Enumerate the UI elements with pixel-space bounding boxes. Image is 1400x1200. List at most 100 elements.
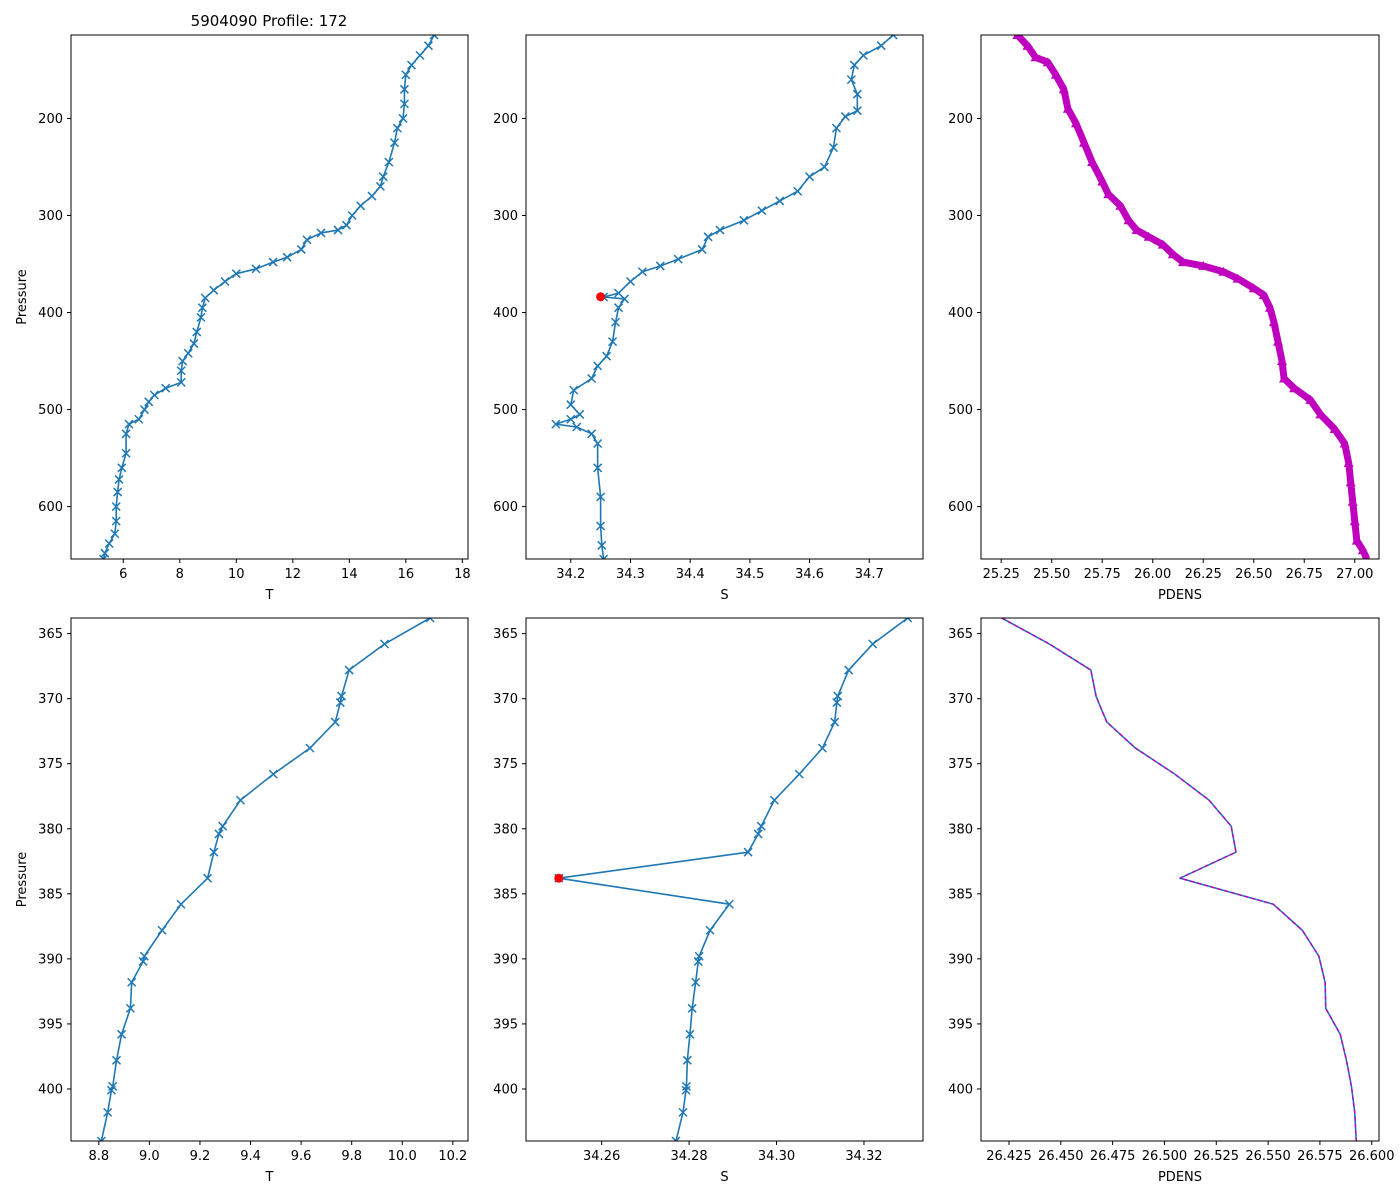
series-line-t [102,35,435,559]
y-tick-label: 380 [38,822,63,837]
data-point-6 [399,99,409,109]
data-point-11 [378,172,388,182]
data-point-33 [566,400,576,410]
plot-area [1012,35,1371,559]
data-point-6 [852,106,862,116]
data-point-1 [1022,40,1033,50]
data-point-37 [149,390,159,400]
x-axis-label: T [265,588,274,603]
data-point-6 [305,743,315,753]
data-point-4 [335,698,345,708]
y-tick-label: 500 [493,403,518,418]
data-point-2 [1030,52,1041,62]
data-point-20 [1218,266,1229,276]
data-point-42 [121,429,131,439]
data-point-22 [1248,283,1259,293]
data-point-10 [384,157,394,167]
data-point-14 [157,925,167,935]
data-point-2 [415,50,425,60]
data-point-5 [852,89,862,99]
y-tick-label: 375 [493,757,518,772]
data-point-7 [840,111,850,122]
series-line-pdens [1014,35,1371,559]
data-point-47 [111,502,121,512]
x-tick-label: 25.75 [1084,567,1121,582]
x-tick-label: 10.0 [388,1149,417,1164]
y-tick-label: 200 [948,112,973,127]
x-tick-label: 9.6 [291,1149,312,1164]
data-point-27 [1277,356,1287,365]
y-tick-label: 300 [493,209,518,224]
data-point-6 [1062,103,1073,113]
data-point-11 [1103,189,1114,199]
data-point-16 [138,956,148,966]
x-tick-label: 10 [228,567,245,582]
x-axis-label: PDENS [1158,588,1202,603]
y-tick-label: 380 [948,822,973,837]
data-point-43 [121,448,131,458]
data-point-40 [593,463,603,473]
axes-frame [980,617,1380,1142]
axes-frame [525,617,924,1142]
y-tick-label: 385 [948,887,973,902]
axes-frame [980,34,1380,560]
data-point-12 [793,186,803,196]
data-point-24 [96,1136,106,1141]
x-tick-label: 25.25 [983,567,1020,582]
data-point-22 [268,257,278,267]
data-point-31 [189,339,199,349]
data-point-38 [1351,535,1362,545]
x-tick-label: 14 [341,567,358,582]
qc-flag-point-0 [596,292,606,302]
data-point-32 [183,348,193,358]
data-point-12 [1115,200,1126,210]
x-tick-label: 9.8 [341,1149,362,1164]
data-point-28 [608,337,618,347]
x-tick-label: 9.2 [190,1149,211,1164]
data-point-41 [596,492,606,502]
y-tick-label: 395 [493,1017,518,1032]
data-point-34 [575,409,585,419]
y-tick-label: 500 [948,403,973,418]
data-point-24 [1264,302,1275,312]
data-point-19 [673,254,683,264]
data-point-4 [401,70,411,80]
plot-area [554,618,913,1141]
data-point-21 [637,267,647,277]
subplot-bottom-salinity: 34.26 34.28 34.30 34.32 365 370 375 380 385 390 39… [493,617,924,1185]
data-point-32 [569,385,579,395]
data-point-17 [333,225,343,235]
data-point-14 [356,201,366,211]
x-tick-label: 34.2 [556,567,585,582]
data-point-49 [110,529,120,539]
data-point-40 [134,414,144,424]
x-tick-label: 26.75 [1286,567,1323,582]
data-point-16 [1157,239,1168,249]
data-point-18 [687,1003,697,1013]
data-point-52 [98,554,109,559]
data-point-7 [398,113,408,123]
data-point-16 [715,225,725,235]
y-tick-label: 400 [948,1082,973,1097]
data-point-19 [117,1029,127,1039]
x-tick-label: 9.4 [240,1149,261,1164]
data-point-15 [1143,231,1154,241]
data-point-26 [209,285,219,295]
x-tick-label: 8 [176,567,184,582]
data-point-14 [705,925,715,935]
data-point-7 [268,769,278,779]
data-point-4 [832,698,842,708]
data-point-3 [406,60,417,70]
data-point-0 [888,35,898,40]
data-point-29 [196,312,206,322]
data-point-24 [671,1136,681,1141]
y-tick-label: 380 [493,822,518,837]
x-tick-label: 34.32 [845,1149,882,1164]
subplot-top-temperature: 6 8 10 12 14 16 18 200 300 400 500 600 T Pressure [15,34,471,603]
data-point-34 [1343,457,1354,467]
y-tick-label: 365 [948,627,973,642]
data-point-28 [1279,373,1289,383]
plot-area [1001,618,1357,1141]
series-line-t [100,618,431,1141]
y-tick-label: 390 [38,952,63,967]
